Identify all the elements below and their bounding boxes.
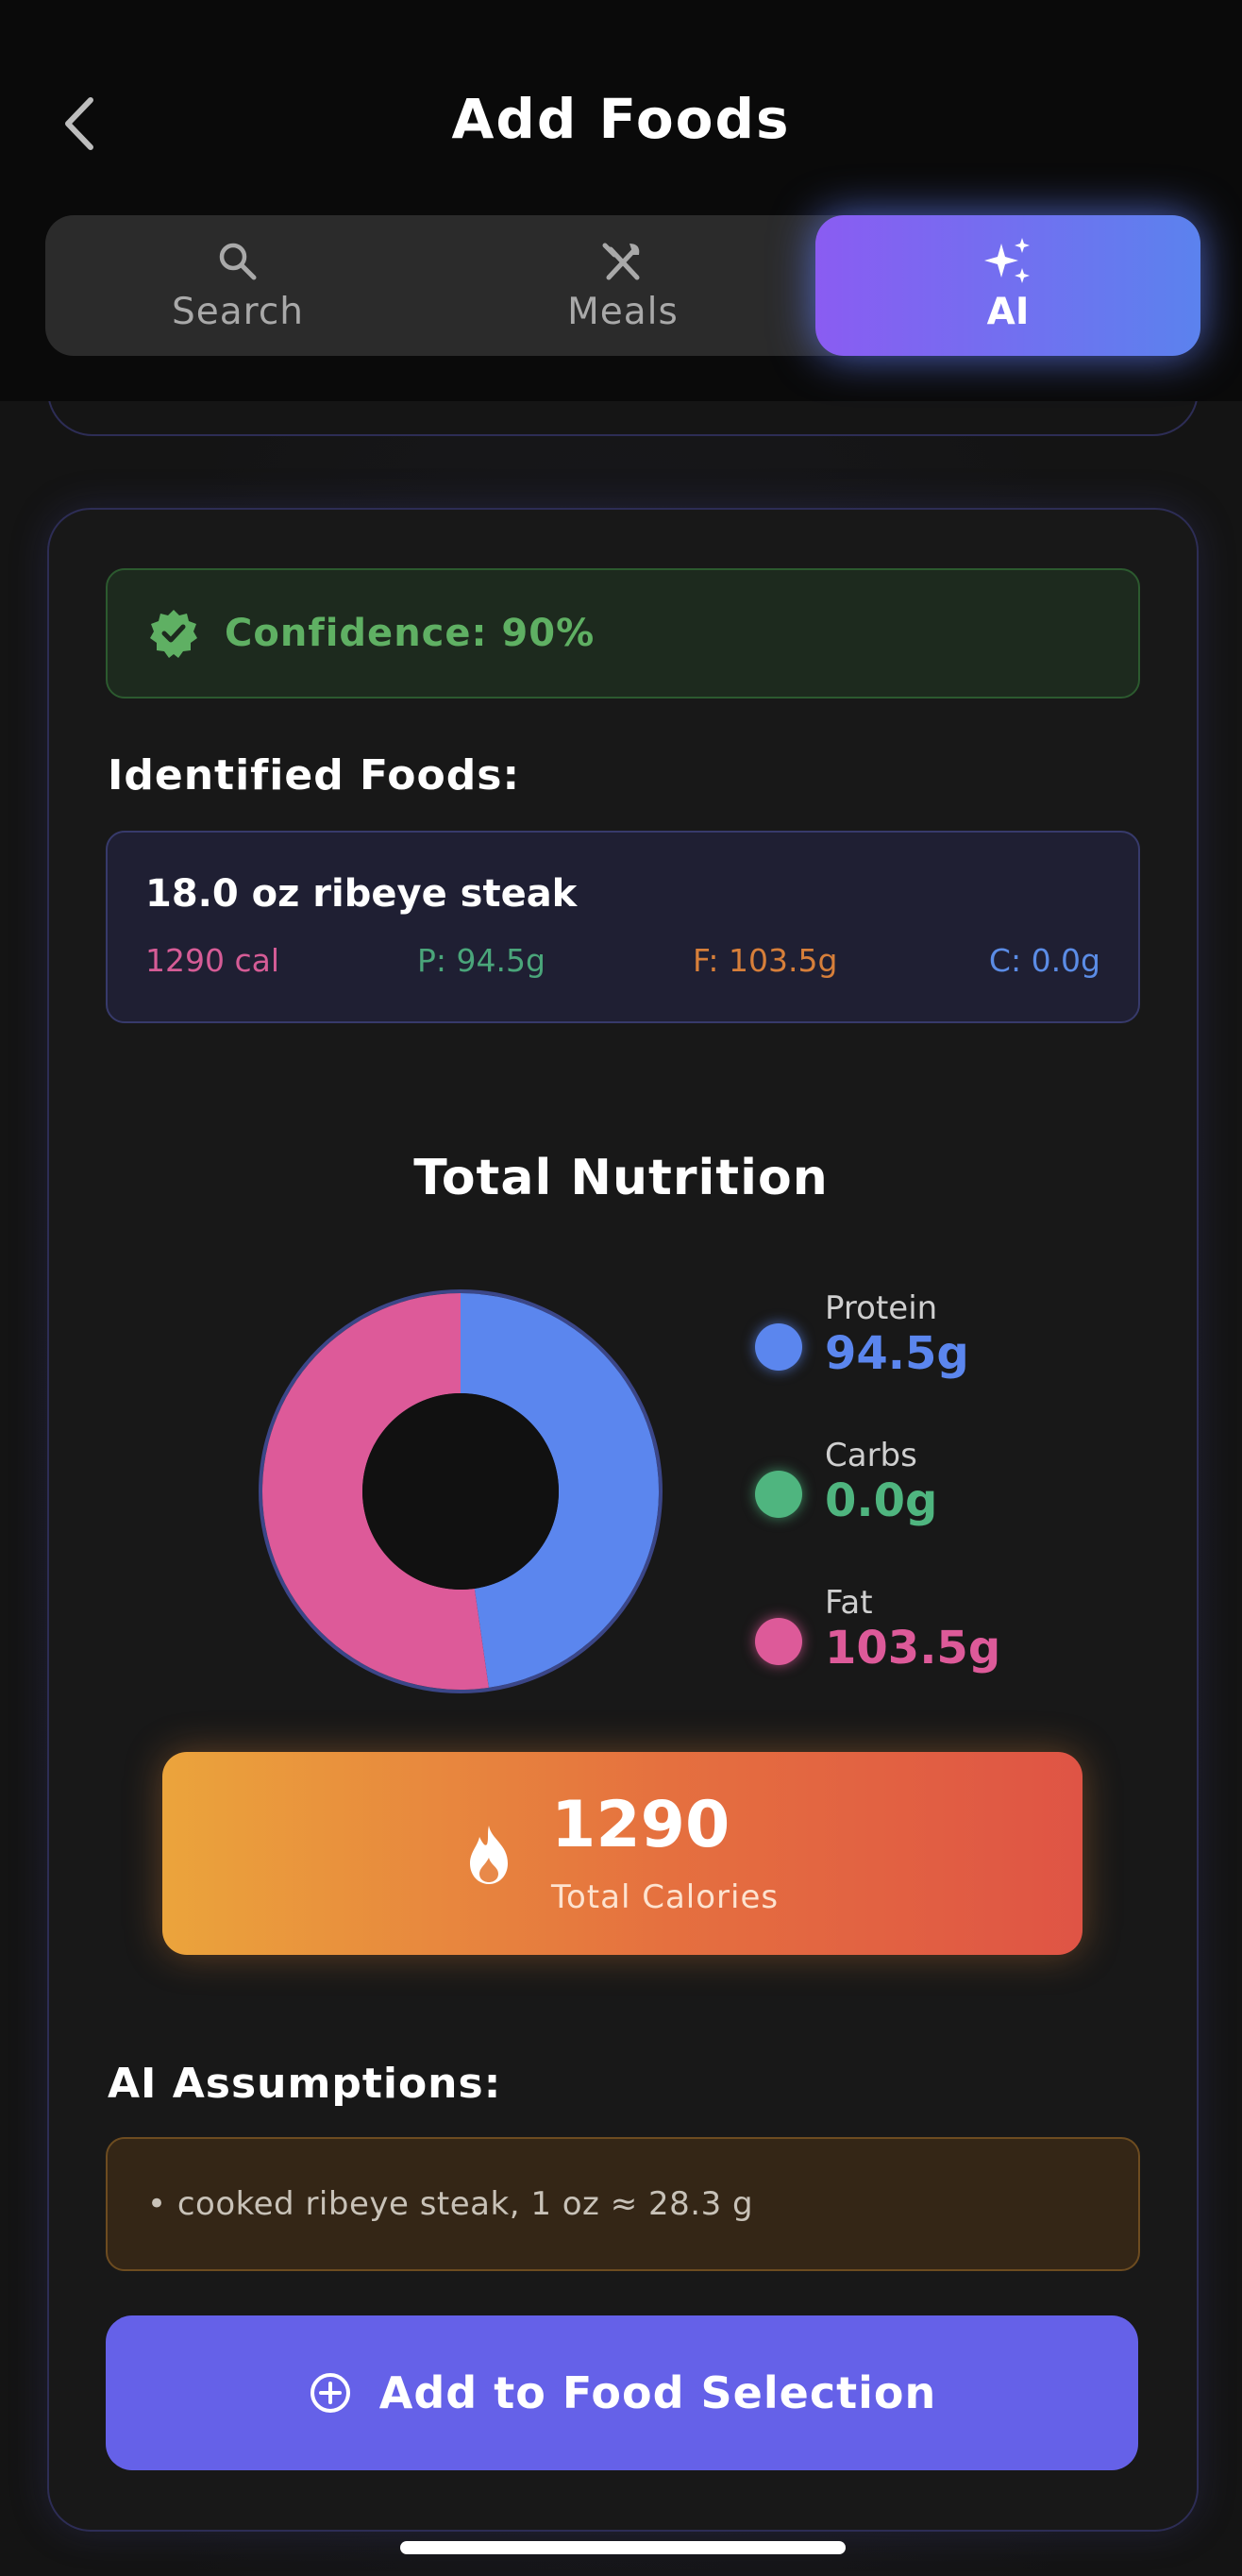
total-calories-banner: 1290 Total Calories <box>162 1752 1083 1955</box>
total-calories-label: Total Calories <box>551 1878 780 1916</box>
total-nutrition-title: Total Nutrition <box>413 1150 829 1206</box>
food-carbs: C: 0.0g <box>988 942 1100 979</box>
ai-assumptions-heading: AI Assumptions: <box>108 2060 502 2108</box>
assumptions-box: • cooked ribeye steak, 1 oz ≈ 28.3 g <box>106 2137 1140 2271</box>
legend-value-carbs: 0.0g <box>825 1474 938 1527</box>
home-indicator <box>400 2541 846 2554</box>
sparkles-icon <box>984 238 1030 283</box>
donut-slice-protein <box>461 1293 660 1688</box>
total-calories-value: 1290 <box>551 1788 730 1862</box>
donut-outline <box>259 1289 663 1693</box>
legend-label-carbs: Carbs <box>825 1437 917 1474</box>
legend-dot-protein <box>755 1323 802 1371</box>
tab-search-label: Search <box>172 291 304 333</box>
header: Add Foods Search Meals <box>0 0 1242 401</box>
verified-badge-icon <box>150 610 197 658</box>
add-button-label: Add to Food Selection <box>378 2367 937 2418</box>
tab-search[interactable]: Search <box>45 215 430 356</box>
search-icon <box>219 243 257 280</box>
fork-knife-icon <box>602 243 640 280</box>
chevron-left-icon <box>65 97 93 150</box>
plus-circle-icon <box>310 2373 350 2413</box>
flame-icon <box>470 1826 508 1884</box>
donut-slice-fat <box>262 1293 489 1690</box>
tab-ai-label: AI <box>986 291 1030 333</box>
food-item: 18.0 oz ribeye steak 1290 cal P: 94.5g F… <box>106 831 1140 1023</box>
tab-meals[interactable]: Meals <box>430 215 815 356</box>
food-protein: P: 94.5g <box>417 942 545 979</box>
page-title: Add Foods <box>451 87 791 151</box>
tab-ai[interactable]: AI <box>815 215 1200 356</box>
confidence-text: Confidence: 90% <box>225 612 596 655</box>
legend-dot-fat <box>755 1618 802 1665</box>
legend-label-fat: Fat <box>825 1584 873 1622</box>
confidence-banner: Confidence: 90% <box>106 568 1140 699</box>
legend-label-protein: Protein <box>825 1289 938 1327</box>
macro-donut-chart <box>259 1289 663 1693</box>
donut-hole <box>362 1393 559 1590</box>
back-button[interactable] <box>53 91 106 157</box>
food-name: 18.0 oz ribeye steak <box>145 872 578 916</box>
legend-value-fat: 103.5g <box>825 1622 1001 1675</box>
food-fat: F: 103.5g <box>693 942 838 979</box>
legend-dot-carbs <box>755 1471 802 1518</box>
add-to-food-selection-button[interactable]: Add to Food Selection <box>106 2315 1138 2470</box>
food-calories: 1290 cal <box>145 942 280 979</box>
assumption-item: • cooked ribeye steak, 1 oz ≈ 28.3 g <box>147 2185 754 2223</box>
legend-value-protein: 94.5g <box>825 1327 969 1380</box>
tab-meals-label: Meals <box>567 291 679 333</box>
identified-foods-heading: Identified Foods: <box>108 751 521 800</box>
